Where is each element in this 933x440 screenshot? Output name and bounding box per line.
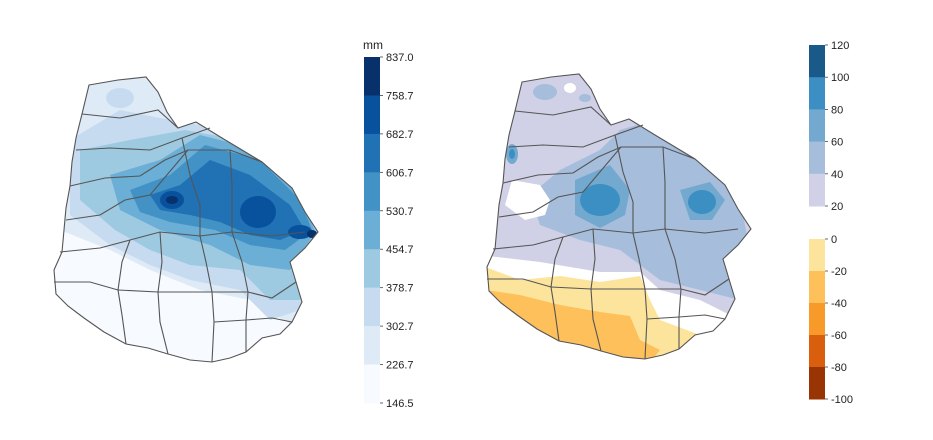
right-legend-negative-tick-label: -40 (831, 298, 847, 310)
left-legend-tick-label: 837.0 (386, 52, 414, 64)
left-legend-tick-label: 682.7 (386, 129, 414, 141)
left-legend-swatch (364, 326, 380, 366)
right-legend-positive-swatch (809, 45, 825, 78)
right-map-boundaries (486, 73, 752, 360)
left-legend-swatch (364, 57, 380, 96)
left-legend-tick-label: 530.7 (386, 206, 414, 218)
right-legend-positive-swatch (809, 77, 825, 110)
right-legend-positive-tick-label: 80 (831, 104, 843, 116)
left-map (53, 76, 319, 363)
right-legend-positive-swatch (809, 141, 825, 175)
left-legend-swatch (364, 249, 380, 289)
left-legend-tick-label: 454.7 (386, 244, 414, 256)
right-legend-negative-tick-label: -20 (831, 266, 847, 278)
right-legend-negative: 0 -20 -40 -60 -80 -100 (809, 234, 853, 406)
left-legend-swatch (364, 172, 380, 212)
left-legend-swatch (364, 210, 380, 250)
right-legend-positive-swatch (809, 173, 825, 207)
left-legend: mm 837.0 758.7 682.7 606.7 530.7 454.7 378.7 30… (363, 38, 414, 410)
right-legend-negative-swatch (809, 271, 825, 304)
left-legend-swatch (364, 364, 380, 404)
right-legend-positive-tick-label: 100 (831, 72, 849, 84)
right-legend-positive-tick-label: 20 (831, 201, 843, 213)
left-legend-swatch (364, 287, 380, 327)
left-map-boundaries (53, 76, 319, 363)
left-legend-tick-label: 146.5 (386, 398, 414, 410)
right-legend-negative-swatch (809, 239, 825, 272)
left-legend-unit: mm (363, 38, 383, 52)
right-map (486, 73, 752, 360)
right-legend-negative-tick-label: -100 (831, 394, 853, 406)
right-legend-positive: 120 100 80 60 40 20 (809, 40, 849, 213)
right-legend-negative-swatch (809, 335, 825, 368)
left-legend-swatch (364, 133, 380, 173)
right-legend-negative-swatch (809, 367, 825, 400)
right-legend-positive-tick-label: 40 (831, 169, 843, 181)
left-legend-swatch (364, 95, 380, 135)
right-legend-negative-tick-label: -80 (831, 362, 847, 374)
right-legend-positive-swatch (809, 109, 825, 143)
right-map-fill (487, 74, 751, 359)
left-legend-tick-label: 758.7 (386, 90, 414, 102)
left-legend-tick-label: 378.7 (386, 283, 414, 295)
right-legend-positive-tick-label: 60 (831, 137, 843, 149)
right-legend-negative-swatch (809, 303, 825, 336)
right-legend-negative-tick-label: 0 (831, 234, 837, 246)
left-legend-tick-label: 606.7 (386, 167, 414, 179)
right-legend-positive-tick-label: 120 (831, 40, 849, 52)
left-legend-tick-label: 226.7 (386, 360, 414, 372)
left-legend-tick-label: 302.7 (386, 321, 414, 333)
right-legend-negative-tick-label: -60 (831, 330, 847, 342)
